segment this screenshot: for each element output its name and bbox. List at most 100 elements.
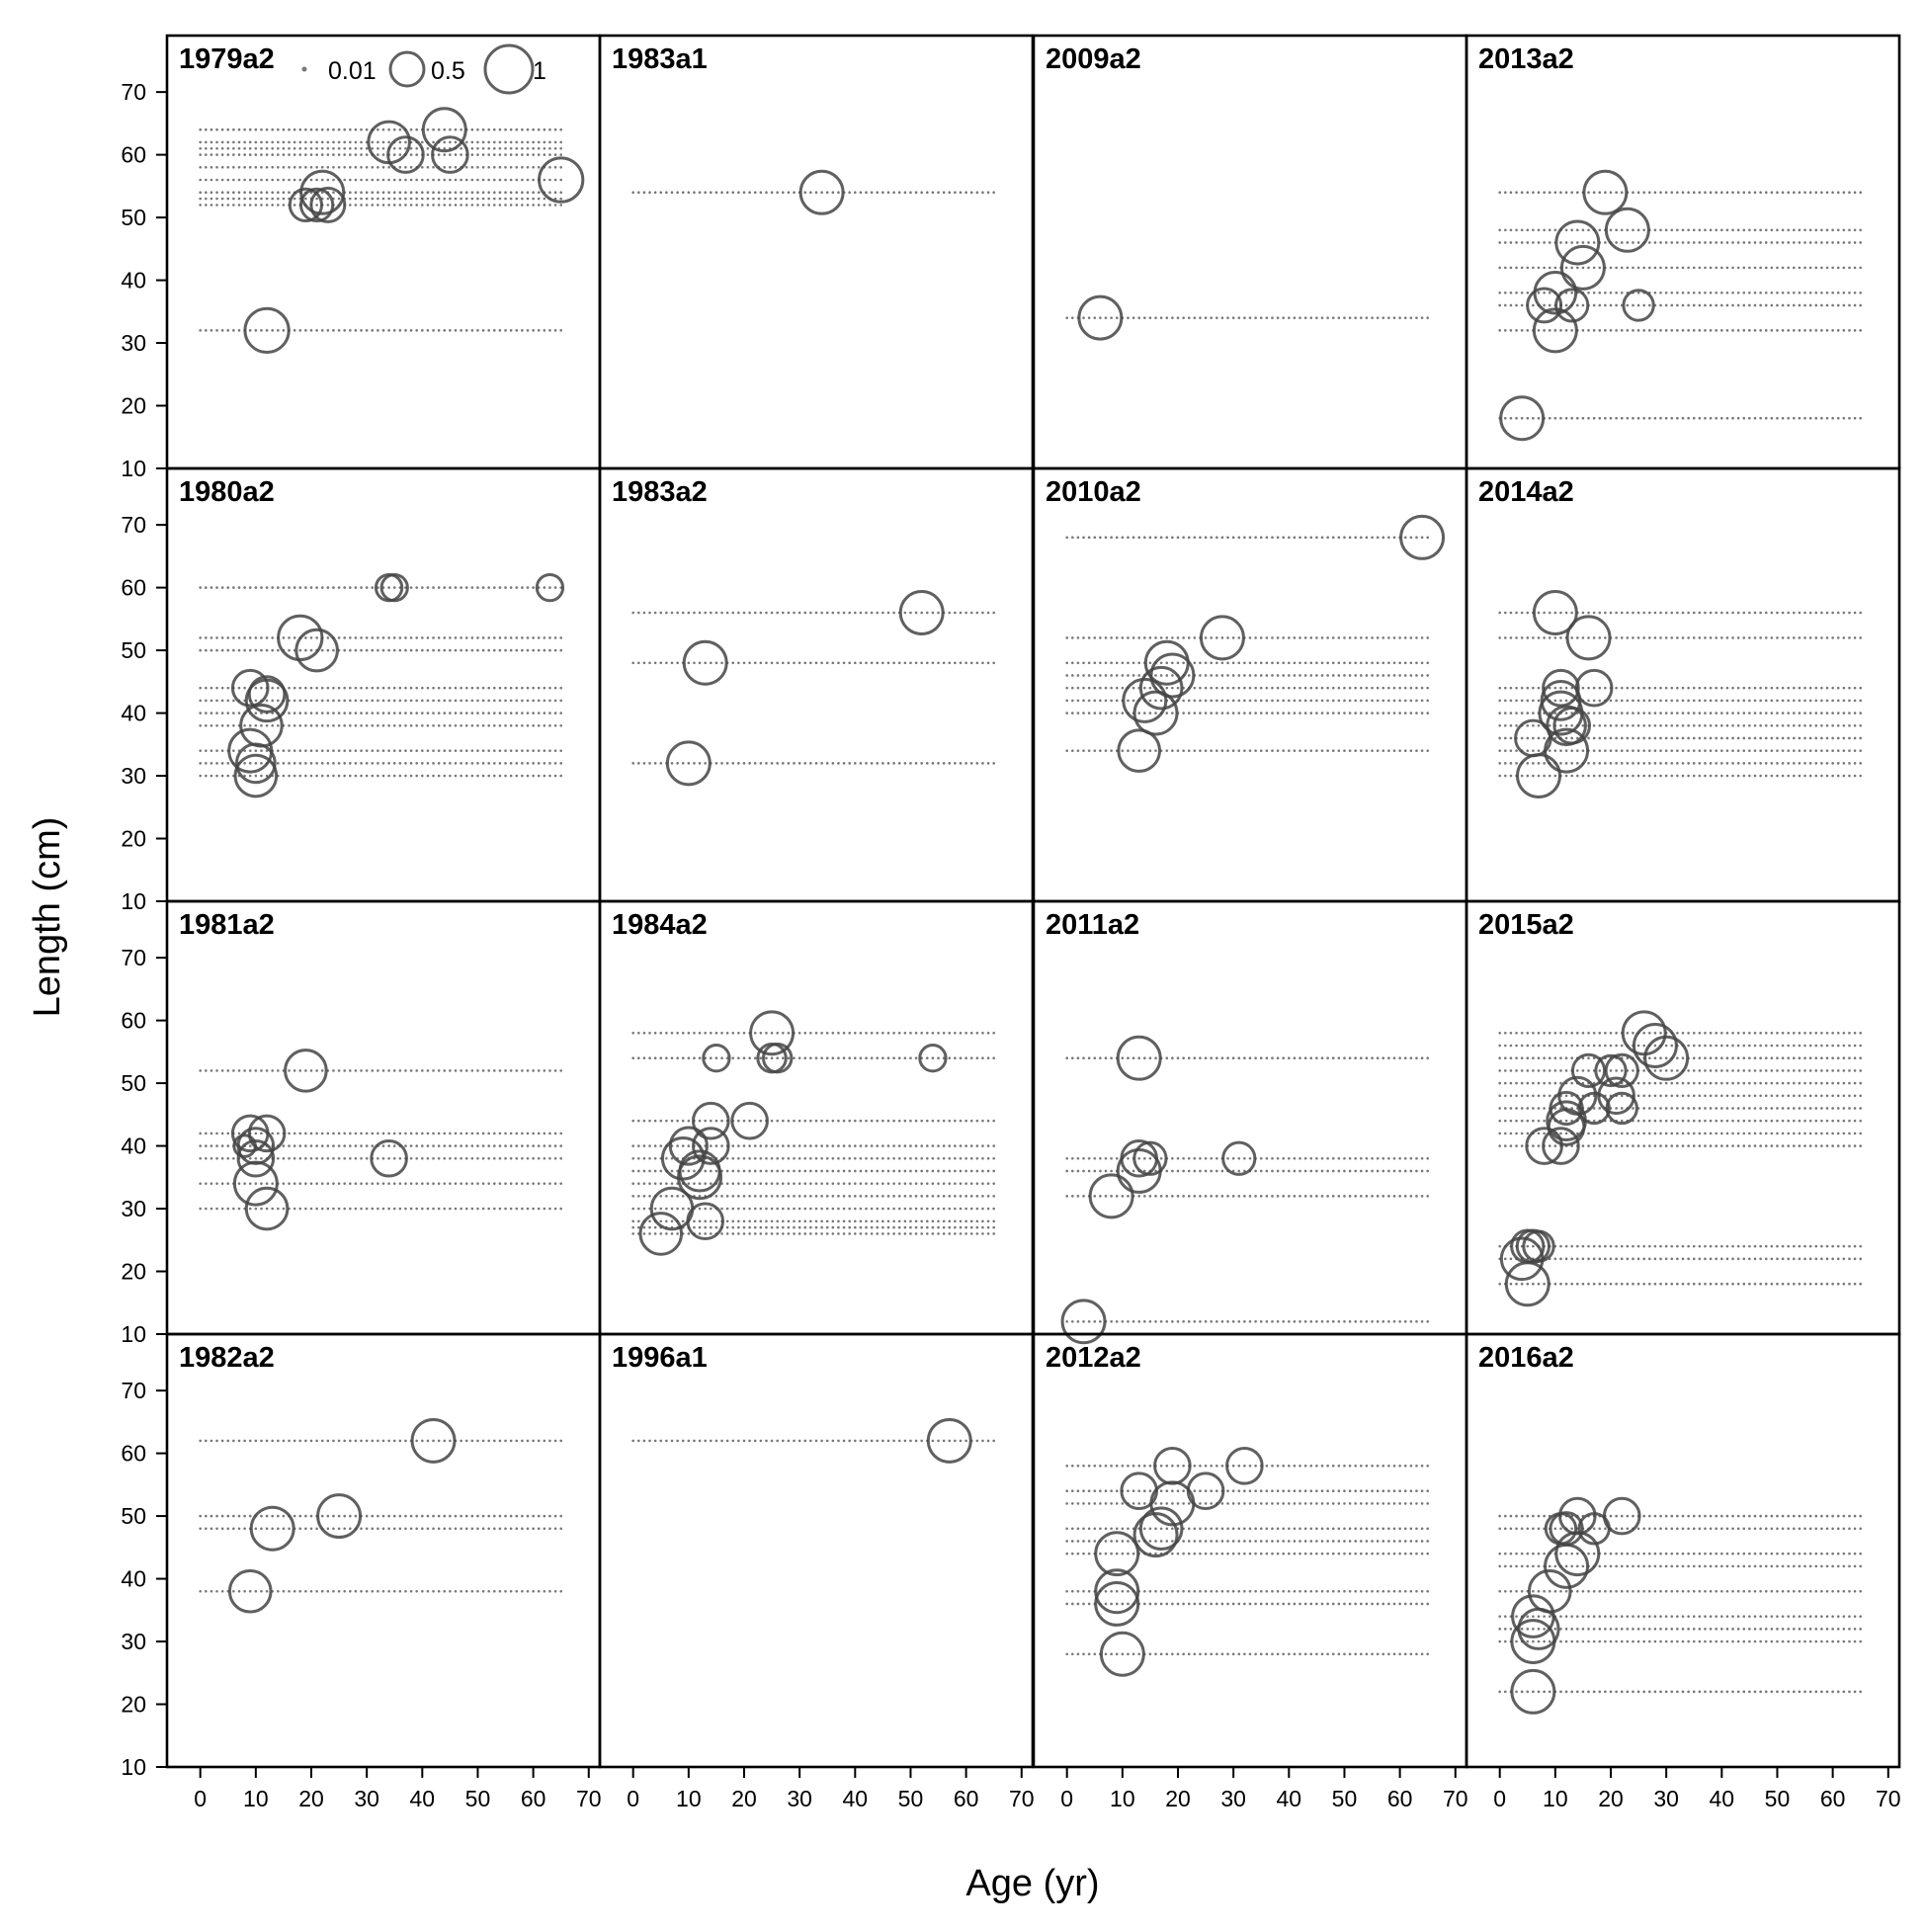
- row-dot: [1259, 749, 1263, 752]
- row-dot: [909, 1056, 912, 1059]
- row-dot: [986, 1225, 990, 1229]
- row-dot: [876, 762, 880, 765]
- row-dot: [543, 699, 546, 703]
- row-dot: [1248, 636, 1252, 639]
- row-dot: [537, 1069, 541, 1072]
- row-dot: [725, 1207, 729, 1211]
- row-dot: [487, 723, 490, 727]
- row-dot: [277, 586, 280, 589]
- row-dot: [797, 1195, 801, 1198]
- row-dot: [1326, 1489, 1329, 1492]
- row-dot: [1759, 303, 1762, 307]
- row-dot: [1104, 1602, 1108, 1606]
- row-dot: [371, 1439, 375, 1443]
- row-dot: [304, 762, 307, 765]
- row-dot: [981, 1032, 984, 1035]
- row-dot: [1204, 536, 1208, 540]
- row-dot: [1276, 1465, 1280, 1468]
- row-dot: [1259, 1156, 1263, 1160]
- row-dot: [1104, 1540, 1108, 1543]
- row-dot: [215, 1132, 218, 1135]
- row-dot: [770, 1207, 774, 1211]
- row-dot: [981, 1195, 984, 1198]
- row-dot: [277, 166, 280, 169]
- row-dot: [1199, 1056, 1202, 1059]
- row-dot: [553, 191, 557, 194]
- row-dot: [825, 1439, 829, 1443]
- row-dot: [1288, 661, 1291, 665]
- row-dot: [1099, 1552, 1102, 1555]
- row-dot: [1159, 1652, 1163, 1656]
- row-dot: [354, 648, 358, 652]
- row-dot: [876, 1119, 880, 1123]
- row-dot: [1348, 536, 1352, 540]
- row-dot: [914, 1439, 918, 1443]
- row-dot: [842, 1195, 846, 1198]
- row-dot: [243, 127, 246, 131]
- row-dot: [1337, 1156, 1341, 1160]
- row-dot: [432, 749, 435, 752]
- row-dot: [909, 611, 912, 615]
- row-dot: [304, 146, 307, 150]
- row-dot: [326, 127, 330, 131]
- row-dot: [1387, 1502, 1390, 1505]
- row-dot: [1104, 686, 1108, 690]
- row-dot: [521, 1069, 524, 1072]
- row-dot: [498, 699, 502, 703]
- row-dot: [559, 178, 562, 182]
- row-dot: [1243, 1320, 1246, 1323]
- row-dot: [942, 1207, 946, 1211]
- data-bubble: [682, 639, 728, 686]
- row-dot: [1426, 712, 1429, 714]
- row-dot: [1293, 1465, 1297, 1468]
- row-dot: [526, 723, 530, 727]
- row-dot: [631, 1056, 634, 1059]
- row-dot: [493, 140, 496, 144]
- row-dot: [837, 1182, 840, 1185]
- row-dot: [304, 1132, 307, 1135]
- row-dot: [903, 1156, 907, 1160]
- row-dot: [470, 1156, 474, 1160]
- row-dot: [1415, 1589, 1418, 1593]
- row-dot: [964, 1144, 967, 1147]
- row-dot: [1265, 1169, 1269, 1173]
- row-dot: [232, 204, 235, 207]
- row-dot: [1131, 636, 1135, 639]
- row-dot: [1426, 1502, 1429, 1505]
- row-dot: [476, 146, 479, 150]
- row-dot: [1215, 1465, 1218, 1468]
- row-dot: [648, 1225, 651, 1229]
- row-dot: [1309, 686, 1313, 690]
- row-dot: [1265, 1320, 1269, 1323]
- row-dot: [1187, 636, 1191, 639]
- row-dot: [332, 1589, 335, 1593]
- row-dot: [942, 1439, 946, 1443]
- row-dot: [1226, 1056, 1229, 1059]
- row-dot: [1382, 1056, 1385, 1059]
- row-dot: [859, 1207, 863, 1211]
- row-dot: [354, 774, 358, 778]
- row-dot: [648, 1156, 651, 1160]
- row-dot: [1220, 1502, 1224, 1505]
- row-dot: [515, 762, 519, 765]
- row-dot: [1360, 536, 1363, 540]
- row-dot: [437, 648, 441, 652]
- row-dot: [859, 1219, 863, 1223]
- row-dot: [737, 1207, 740, 1211]
- row-dot: [648, 191, 651, 194]
- row-dot: [1426, 1589, 1429, 1593]
- row-dot: [381, 1439, 385, 1443]
- row-dot: [1360, 1527, 1363, 1531]
- row-dot: [449, 774, 452, 778]
- row-dot: [1853, 416, 1857, 420]
- row-dot: [1148, 1527, 1152, 1531]
- row-dot: [1348, 636, 1352, 639]
- row-dot: [648, 1169, 651, 1173]
- row-dot: [870, 1144, 874, 1147]
- row-dot: [1115, 661, 1119, 665]
- row-dot: [365, 1527, 369, 1531]
- row-dot: [304, 1439, 307, 1443]
- row-dot: [1226, 661, 1229, 665]
- row-dot: [848, 1182, 851, 1185]
- row-dot: [1392, 699, 1396, 703]
